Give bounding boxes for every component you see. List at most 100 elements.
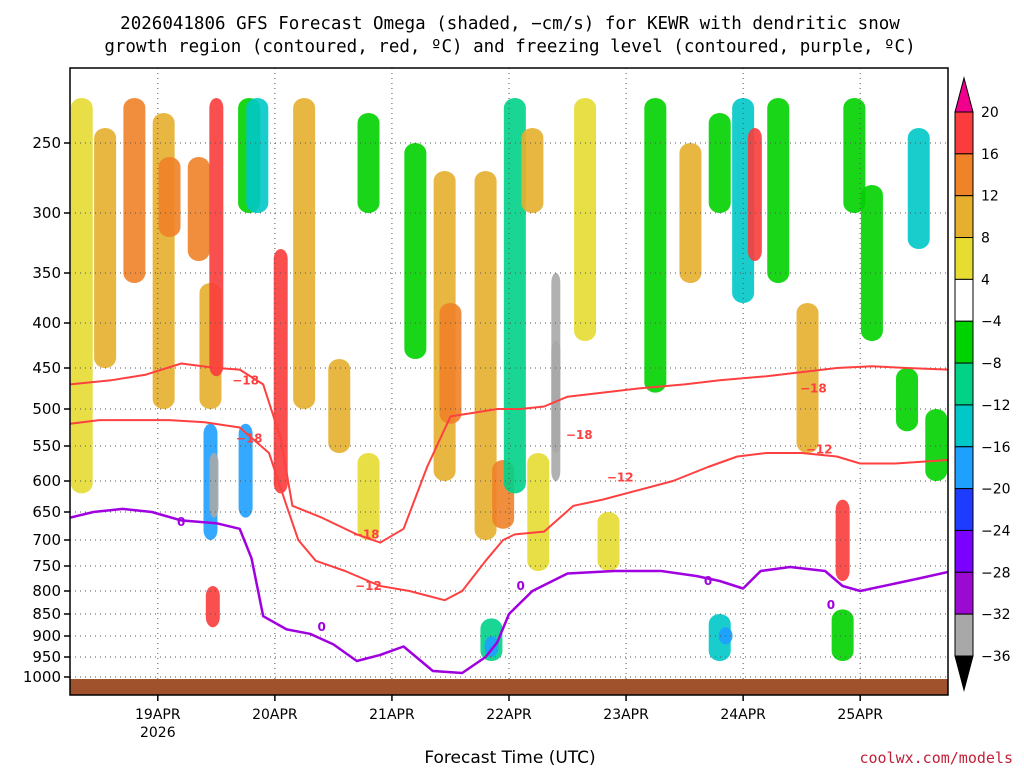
omega-cell xyxy=(860,185,883,341)
colorbar-bottom-arrow xyxy=(954,655,974,692)
contour-label: −18 xyxy=(353,527,380,541)
contour-label: −18 xyxy=(800,382,827,396)
omega-cell xyxy=(597,512,620,571)
omega-cell xyxy=(907,128,930,249)
colorbar-tick-label: −20 xyxy=(981,482,1011,498)
omega-cell xyxy=(328,359,351,453)
omega-shading xyxy=(70,98,948,661)
colorbar-box xyxy=(954,278,974,322)
omega-cell xyxy=(896,368,919,432)
isotherm-neg18-upper xyxy=(70,362,948,544)
colorbar-tick-label: 8 xyxy=(981,231,990,247)
colorbar-tick-label: −24 xyxy=(981,523,1011,539)
ground-strip xyxy=(70,679,948,695)
omega-cell xyxy=(796,303,819,453)
omega-cell xyxy=(551,341,561,453)
title-line-2: growth region (contoured, red, ºC) and f… xyxy=(104,37,915,57)
y-tick-label: 400 xyxy=(32,314,61,332)
colorbar-box xyxy=(954,571,974,615)
omega-cell xyxy=(574,98,597,341)
x-tick-label: 24APR xyxy=(720,707,766,723)
title-line-1: 2026041806 GFS Forecast Omega (shaded, −… xyxy=(120,14,900,34)
y-tick-label: 450 xyxy=(32,359,61,377)
omega-cell xyxy=(527,453,550,571)
omega-cell xyxy=(503,98,526,494)
colorbar-box xyxy=(954,237,974,280)
omega-cell xyxy=(357,113,380,213)
contour-label: 0 xyxy=(517,579,525,593)
y-tick-label: 900 xyxy=(32,627,61,645)
y-tick-label: 250 xyxy=(32,134,61,152)
omega-cell xyxy=(831,609,854,661)
colorbar-tick-label: 12 xyxy=(981,189,999,205)
colorbar-box xyxy=(954,320,974,364)
contour-label: 0 xyxy=(318,620,326,634)
colorbar-tick-label: −16 xyxy=(981,440,1011,456)
colorbar-box xyxy=(954,111,974,155)
contour-label: 0 xyxy=(177,515,185,529)
chart-title: 2026041806 GFS Forecast Omega (shaded, −… xyxy=(104,14,915,57)
y-tick-label: 550 xyxy=(32,437,61,455)
colorbar-box xyxy=(954,404,974,448)
colorbar-box xyxy=(954,153,974,197)
y-tick-label: 300 xyxy=(32,204,61,222)
colorbar-box xyxy=(954,362,974,406)
contour-lines: −18 −18 −18 −12 −18 −12 −18 −12 0 0 0 0 0 xyxy=(70,362,948,675)
omega-cell xyxy=(747,128,762,261)
omega-cell xyxy=(644,98,667,393)
colorbar-box xyxy=(954,613,974,657)
omega-cell xyxy=(404,143,427,359)
colorbar-tick-label: 20 xyxy=(981,105,999,121)
colorbar-tick-label: −28 xyxy=(981,565,1011,581)
colorbar-tick-label: −8 xyxy=(981,356,1002,372)
colorbar-box xyxy=(954,488,974,531)
contour-label: −18 xyxy=(566,428,593,442)
x-tick-label: 19APR xyxy=(135,707,181,723)
omega-cell xyxy=(273,249,288,494)
y-tick-label: 850 xyxy=(32,605,61,623)
x-tick-label: 22APR xyxy=(486,707,532,723)
omega-cell xyxy=(439,303,462,424)
omega-cell xyxy=(484,636,499,657)
contour-label: −12 xyxy=(355,579,382,593)
x-axis-label: Forecast Time (UTC) xyxy=(424,748,595,768)
colorbar-tick-label: −32 xyxy=(981,607,1011,623)
x-tick-label: 21APR xyxy=(369,707,415,723)
omega-cell xyxy=(209,98,224,377)
omega-cell xyxy=(205,586,220,628)
x-tick-sublabel: 2026 xyxy=(140,725,176,741)
omega-cell xyxy=(123,98,146,283)
omega-cell xyxy=(246,98,269,213)
omega-cell xyxy=(708,113,731,213)
omega-cell xyxy=(187,157,210,261)
omega-cell xyxy=(925,409,948,481)
contour-label: −12 xyxy=(607,471,634,485)
colorbar-tick-label: −4 xyxy=(981,314,1002,330)
omega-cell xyxy=(767,98,790,283)
x-tick-label: 25APR xyxy=(837,707,883,723)
colorbar-box xyxy=(954,529,974,573)
colorbar-box xyxy=(954,446,974,490)
y-tick-label: 350 xyxy=(32,264,61,282)
y-tick-label: 750 xyxy=(32,557,61,575)
omega-cell xyxy=(474,171,497,540)
colorbar-box xyxy=(954,195,974,239)
omega-cell xyxy=(835,499,850,581)
x-tick-label: 23APR xyxy=(603,707,649,723)
y-tick-label: 1000 xyxy=(23,668,61,686)
omega-cell xyxy=(209,453,219,518)
isotherm-neg12-lower xyxy=(70,419,948,602)
omega-cell xyxy=(843,98,866,213)
x-tick-label: 20APR xyxy=(252,707,298,723)
isotherm-zero-freezing-level xyxy=(70,507,948,675)
contour-label: 0 xyxy=(827,598,835,612)
colorbar: 20 16 12 8 4 −4 −8 −12 −16 −20 −24 −28 −32 −36 xyxy=(954,76,1011,692)
colorbar-tick-label: −36 xyxy=(981,649,1011,665)
y-tick-label: 950 xyxy=(32,648,61,666)
credit-text: coolwx.com/models xyxy=(859,749,1013,767)
contour-label: 0 xyxy=(704,574,712,588)
y-tick-label: 700 xyxy=(32,531,61,549)
y-tick-label: 500 xyxy=(32,400,61,418)
contour-label: −18 xyxy=(232,373,259,387)
